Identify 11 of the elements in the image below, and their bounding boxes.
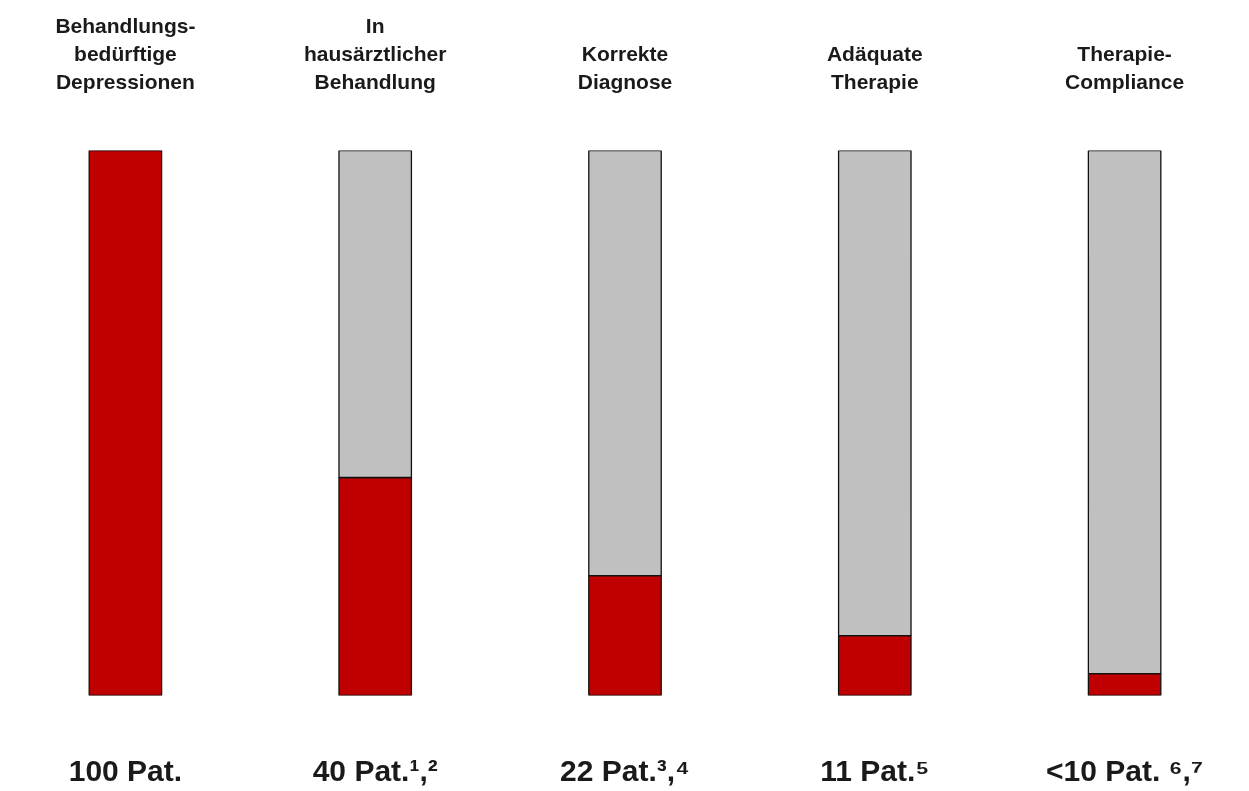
- data-label: <10 Pat. ⁶,⁷: [1046, 753, 1204, 787]
- x-tick-label: In hausärztlicher Behandlung: [304, 14, 447, 93]
- x-tick-label: Korrekte Diagnose: [577, 41, 673, 93]
- x-tick-label: Adäquate Therapie: [826, 41, 923, 93]
- data-label: 22 Pat.³,⁴: [560, 753, 690, 787]
- x-tick-label: Therapie- Compliance: [1065, 41, 1185, 93]
- data-label: 100 Pat.: [68, 753, 183, 787]
- bar: [88, 150, 163, 696]
- x-tick-label: Behandlungs- bedürftige Depressionen: [55, 14, 196, 93]
- data-label: 40 Pat.¹,²: [312, 753, 438, 787]
- data-label: 11 Pat.⁵: [820, 753, 930, 787]
